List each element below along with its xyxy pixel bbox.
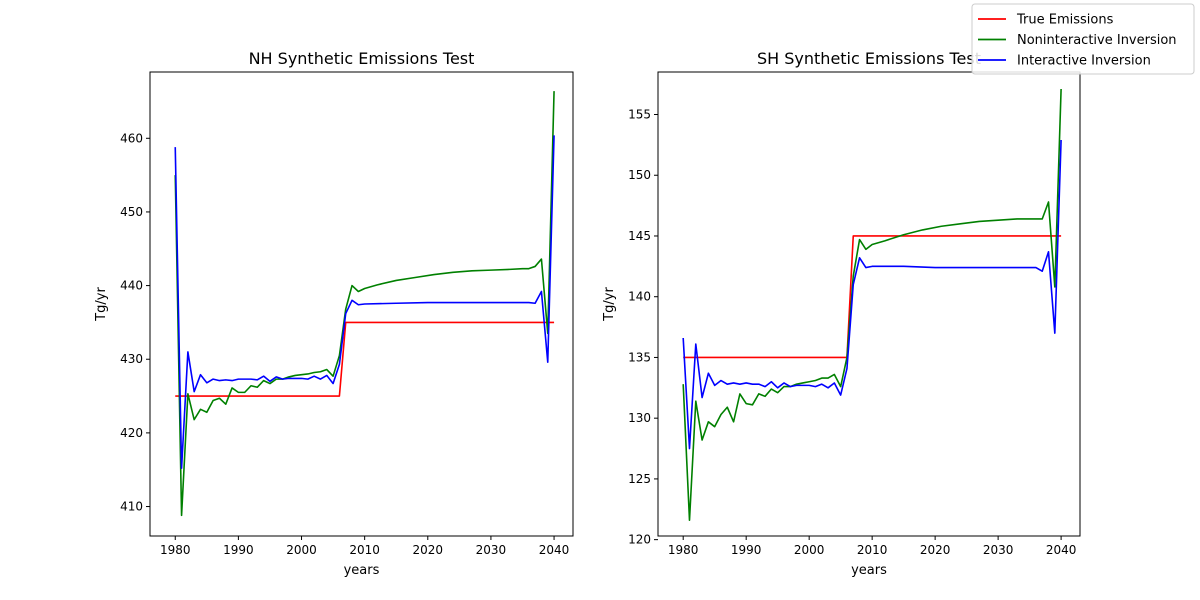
legend-label: Interactive Inversion: [1017, 54, 1151, 69]
y-tick-label: 430: [120, 352, 143, 366]
series-line-true-emissions: [175, 321, 555, 397]
x-tick-label: 2030: [476, 543, 507, 557]
series-line-noninteractive-inversion: [682, 88, 1062, 522]
x-axis-label: years: [851, 563, 887, 578]
series-line-interactive-inversion: [174, 135, 555, 470]
x-tick-label: 2000: [794, 543, 825, 557]
y-tick-label: 460: [120, 131, 143, 145]
x-tick-label: 2010: [349, 543, 380, 557]
x-tick-label: 1980: [668, 543, 699, 557]
y-axis-label: Tg/yr: [602, 287, 617, 322]
x-tick-label: 1990: [731, 543, 762, 557]
x-tick-label: 2040: [1046, 543, 1077, 557]
y-tick-label: 150: [628, 168, 651, 182]
y-tick-label: 450: [120, 205, 143, 219]
y-tick-label: 145: [628, 229, 651, 243]
series-line-noninteractive-inversion: [174, 91, 555, 517]
x-tick-label: 2040: [539, 543, 570, 557]
axes-frame: [657, 71, 1081, 537]
x-tick-label: 2020: [920, 543, 951, 557]
y-tick-label: 125: [628, 472, 651, 486]
x-axis-label: years: [344, 563, 380, 578]
chart-title: SH Synthetic Emissions Test: [757, 49, 981, 68]
x-tick-label: 1980: [160, 543, 191, 557]
y-tick-label: 420: [120, 426, 143, 440]
y-tick-label: 135: [628, 350, 651, 364]
x-tick-label: 2030: [983, 543, 1014, 557]
chart-panel-1: 1980 1990 2000 2010 2020 2030 2040 410 420 430 440…: [94, 49, 574, 578]
series-line-interactive-inversion: [682, 139, 1062, 450]
y-tick-label: 410: [120, 500, 143, 514]
legend-label: Noninteractive Inversion: [1017, 33, 1177, 48]
y-axis-label: Tg/yr: [94, 287, 109, 322]
legend-box: [971, 3, 1195, 75]
series-line-true-emissions: [683, 235, 1062, 359]
y-tick-label: 120: [628, 533, 651, 547]
y-tick-label: 155: [628, 108, 651, 122]
legend: True Emissions Noninteractive Inversion In…: [971, 3, 1195, 75]
x-tick-label: 1990: [223, 543, 254, 557]
x-tick-label: 2000: [286, 543, 317, 557]
x-tick-label: 2020: [413, 543, 444, 557]
y-tick-label: 130: [628, 411, 651, 425]
x-tick-label: 2010: [857, 543, 888, 557]
y-tick-label: 440: [120, 279, 143, 293]
legend-label: True Emissions: [1016, 13, 1114, 28]
chart-title: NH Synthetic Emissions Test: [249, 49, 475, 68]
chart-panel-2: 1980 1990 2000 2010 2020 2030 2040 120 125 130 135…: [602, 49, 1081, 578]
y-tick-label: 140: [628, 290, 651, 304]
axes-frame: [149, 71, 574, 537]
